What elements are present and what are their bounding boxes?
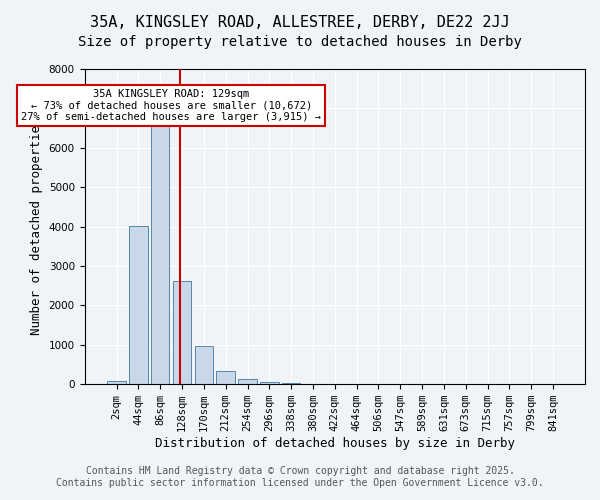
Bar bbox=[217, 371, 235, 384]
Text: Contains HM Land Registry data © Crown copyright and database right 2025.
Contai: Contains HM Land Registry data © Crown c… bbox=[56, 466, 544, 487]
X-axis label: Distribution of detached houses by size in Derby: Distribution of detached houses by size … bbox=[155, 437, 515, 450]
Bar bbox=[173, 281, 191, 384]
Text: 35A KINGSLEY ROAD: 129sqm
← 73% of detached houses are smaller (10,672)
27% of s: 35A KINGSLEY ROAD: 129sqm ← 73% of detac… bbox=[21, 88, 321, 122]
Text: 35A, KINGSLEY ROAD, ALLESTREE, DERBY, DE22 2JJ: 35A, KINGSLEY ROAD, ALLESTREE, DERBY, DE… bbox=[90, 15, 510, 30]
Bar bbox=[282, 382, 301, 384]
Bar bbox=[260, 382, 278, 384]
Bar bbox=[238, 378, 257, 384]
Text: Size of property relative to detached houses in Derby: Size of property relative to detached ho… bbox=[78, 35, 522, 49]
Bar bbox=[151, 122, 169, 384]
Bar bbox=[194, 346, 213, 384]
Bar bbox=[107, 382, 126, 384]
Y-axis label: Number of detached properties: Number of detached properties bbox=[30, 118, 43, 336]
Bar bbox=[129, 226, 148, 384]
